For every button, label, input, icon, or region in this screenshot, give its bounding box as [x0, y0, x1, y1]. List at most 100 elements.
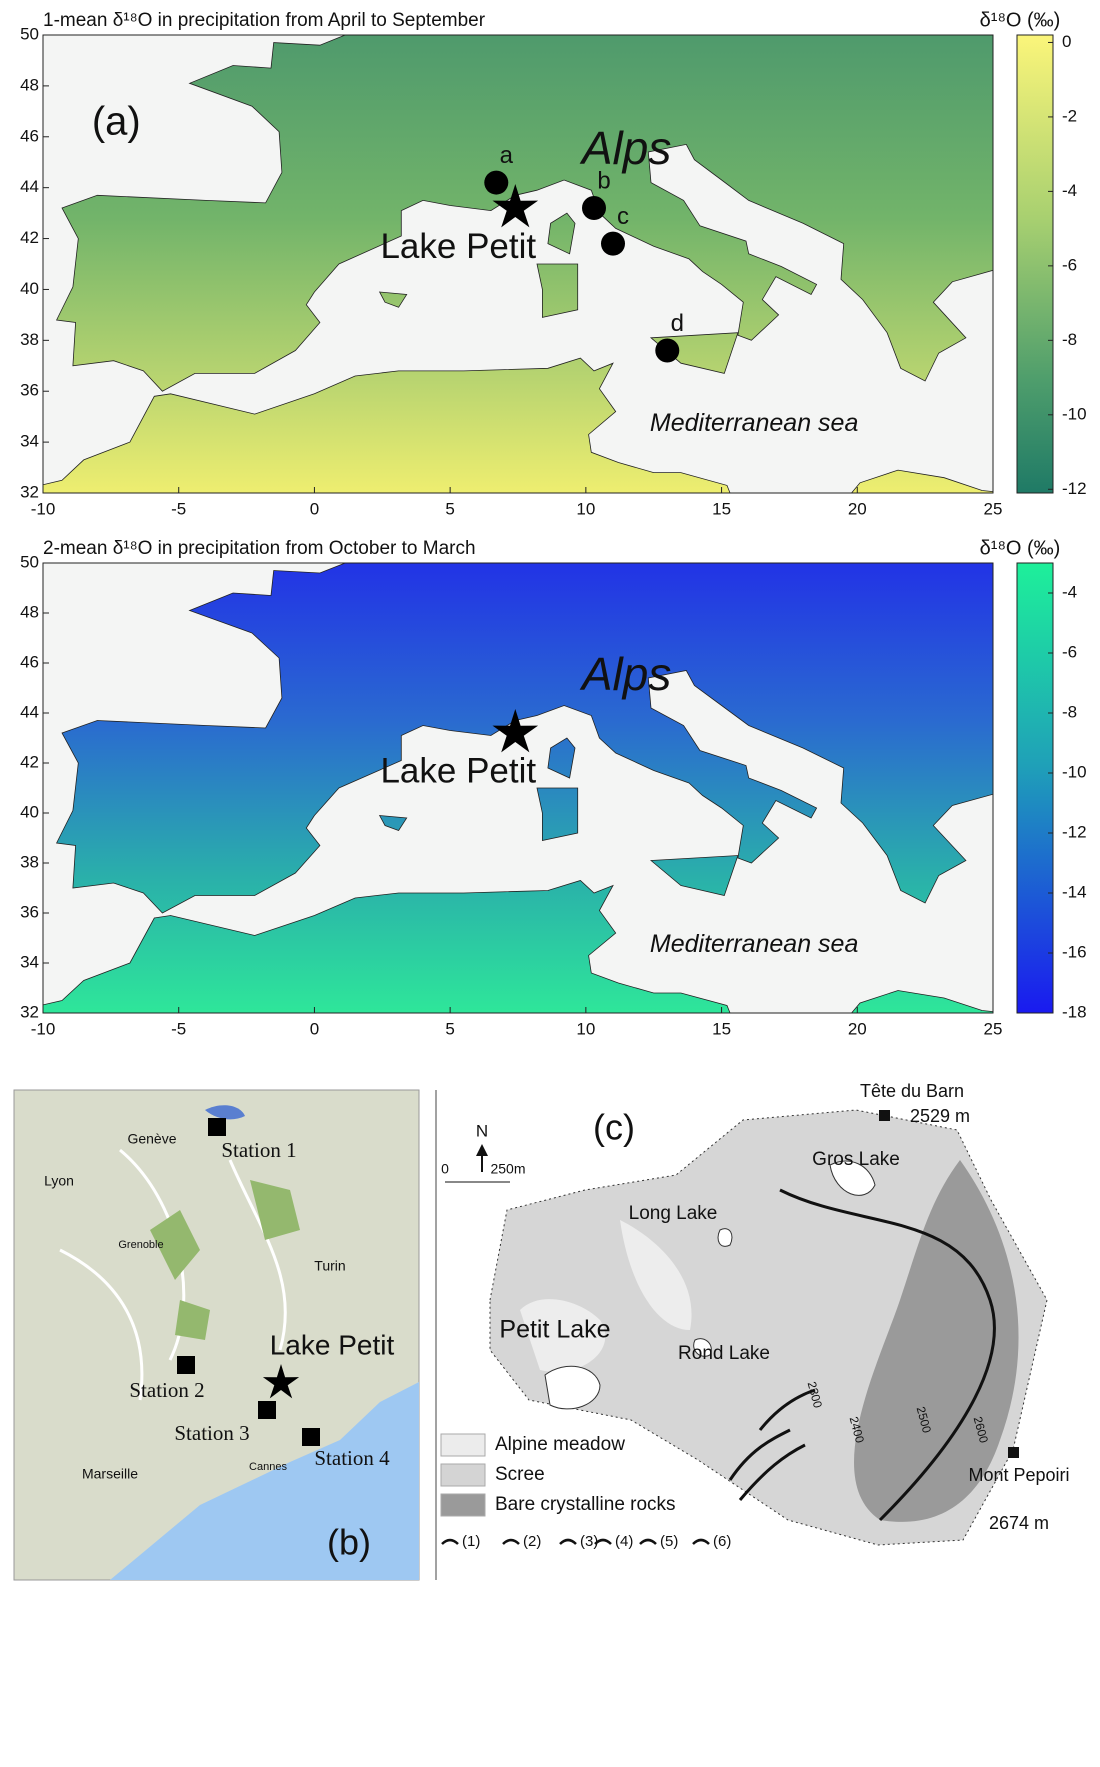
lake-label: Long Lake — [629, 1203, 718, 1224]
colorbar-tick-label: -12 — [1062, 822, 1087, 841]
symbol-label: (2) — [523, 1533, 541, 1550]
legend-swatch — [440, 1493, 486, 1517]
colorbar-tick-label: 0 — [1062, 32, 1071, 51]
site-name: a — [500, 142, 514, 169]
lake-star — [492, 184, 539, 228]
y-tick-label: 48 — [20, 75, 39, 94]
plot-frame — [42, 34, 994, 494]
colorbar-tick-label: -2 — [1062, 106, 1077, 125]
site-label: Lake Petit — [380, 227, 536, 266]
colorbar-tick-label: -12 — [1062, 479, 1087, 498]
x-tick-label: -10 — [31, 1019, 56, 1038]
contour-label: 2500 — [914, 1405, 935, 1435]
site-label: Lake Petit — [380, 751, 536, 790]
colorbar-tick-label: -8 — [1062, 702, 1077, 721]
place-label: Marseille — [82, 1466, 138, 1482]
station-label: Station 2 — [129, 1378, 204, 1402]
lake-geneva — [205, 1105, 245, 1120]
lake-star — [262, 1364, 300, 1399]
station-marker — [258, 1401, 276, 1419]
station-marker — [302, 1428, 320, 1446]
place-label: Genève — [127, 1131, 176, 1147]
lake-label: Gros Lake — [812, 1149, 900, 1170]
x-tick-label: 25 — [984, 1019, 1003, 1038]
lake-label: Lake Petit — [270, 1329, 395, 1360]
station-marker — [208, 1118, 226, 1136]
scale-label: 0 — [441, 1161, 449, 1177]
contour-label: 2600 — [971, 1415, 992, 1445]
x-tick-label: 0 — [310, 499, 319, 518]
colorbar — [1016, 34, 1054, 494]
y-tick-label: 48 — [20, 602, 39, 621]
map-title: 2-mean δ¹⁸O in precipitation from Octobe… — [43, 538, 476, 559]
colorbar-tick-label: -10 — [1062, 762, 1087, 781]
colorbar-tick-label: -8 — [1062, 330, 1077, 349]
x-tick-label: 15 — [712, 1019, 731, 1038]
symbol-label: (6) — [713, 1533, 731, 1550]
legend-symbol — [692, 1538, 710, 1545]
land-shape — [55, 35, 993, 392]
colorbar-tick-label: -16 — [1062, 942, 1087, 961]
x-tick-label: 20 — [848, 1019, 867, 1038]
x-tick-label: -5 — [171, 1019, 186, 1038]
contour-label: 2300 — [805, 1380, 826, 1410]
legend-symbol — [502, 1538, 520, 1545]
panel-label: (a) — [92, 100, 141, 144]
land — [43, 35, 993, 493]
ridges — [728, 1388, 816, 1501]
place-label: Lyon — [44, 1173, 74, 1189]
colorbar-tick-label: -14 — [1062, 882, 1087, 901]
station-label: Station 3 — [174, 1421, 249, 1445]
place-label: Cannes — [249, 1461, 287, 1473]
scale-label: 250m — [490, 1161, 525, 1177]
plot-frame — [42, 562, 994, 1014]
region-label: Alps — [579, 648, 671, 700]
y-tick-label: 34 — [20, 952, 39, 971]
y-tick-label: 50 — [20, 552, 39, 571]
land-shape — [378, 291, 408, 308]
peak-name: Tête du Barn — [860, 1081, 964, 1101]
colorbar-tick-label: -4 — [1062, 582, 1077, 601]
colorbar-tick-label: -6 — [1062, 642, 1077, 661]
x-tick-label: 10 — [576, 1019, 595, 1038]
land-shape — [378, 815, 408, 831]
station-label: Station 1 — [221, 1138, 296, 1162]
peak-name: Mont Pepoiri — [968, 1465, 1069, 1485]
y-tick-label: 38 — [20, 330, 39, 349]
land-shape — [851, 990, 993, 1013]
site-marker — [582, 196, 606, 221]
symbol-label: (3) — [580, 1533, 598, 1550]
x-tick-label: 5 — [445, 499, 454, 518]
site-marker — [601, 231, 625, 256]
legend-symbol — [594, 1538, 612, 1545]
colorbar-title: δ¹⁸O (‰) — [980, 537, 1061, 559]
colorbar-tick-label: -6 — [1062, 255, 1077, 274]
y-tick-label: 32 — [20, 482, 39, 501]
north-label: N — [476, 1121, 488, 1140]
legend-symbol — [441, 1538, 459, 1545]
colorbar-tick-label: -18 — [1062, 1002, 1087, 1021]
y-tick-label: 44 — [20, 702, 39, 721]
y-tick-label: 32 — [20, 1002, 39, 1021]
y-tick-label: 40 — [20, 802, 39, 821]
sea — [110, 1382, 419, 1580]
y-tick-label: 46 — [20, 652, 39, 671]
y-tick-label: 38 — [20, 852, 39, 871]
y-tick-label: 40 — [20, 279, 39, 298]
sea-label: Mediterranean sea — [650, 409, 859, 437]
meadow — [520, 1220, 692, 1372]
land — [43, 563, 993, 1013]
station-label: Station 4 — [314, 1446, 390, 1470]
x-tick-label: 5 — [445, 1019, 454, 1038]
legend-symbol — [639, 1538, 657, 1545]
legend-label: Scree — [495, 1464, 545, 1485]
land-shape — [43, 880, 731, 1013]
peak-elevation: 2674 m — [989, 1513, 1049, 1533]
site-marker — [655, 338, 680, 363]
land-shape — [851, 469, 993, 493]
sea-label: Mediterranean sea — [650, 930, 859, 958]
land-shape — [55, 563, 993, 914]
y-tick-label: 50 — [20, 24, 39, 43]
lakes — [544, 1160, 876, 1410]
place-label: Grenoble — [118, 1239, 163, 1251]
